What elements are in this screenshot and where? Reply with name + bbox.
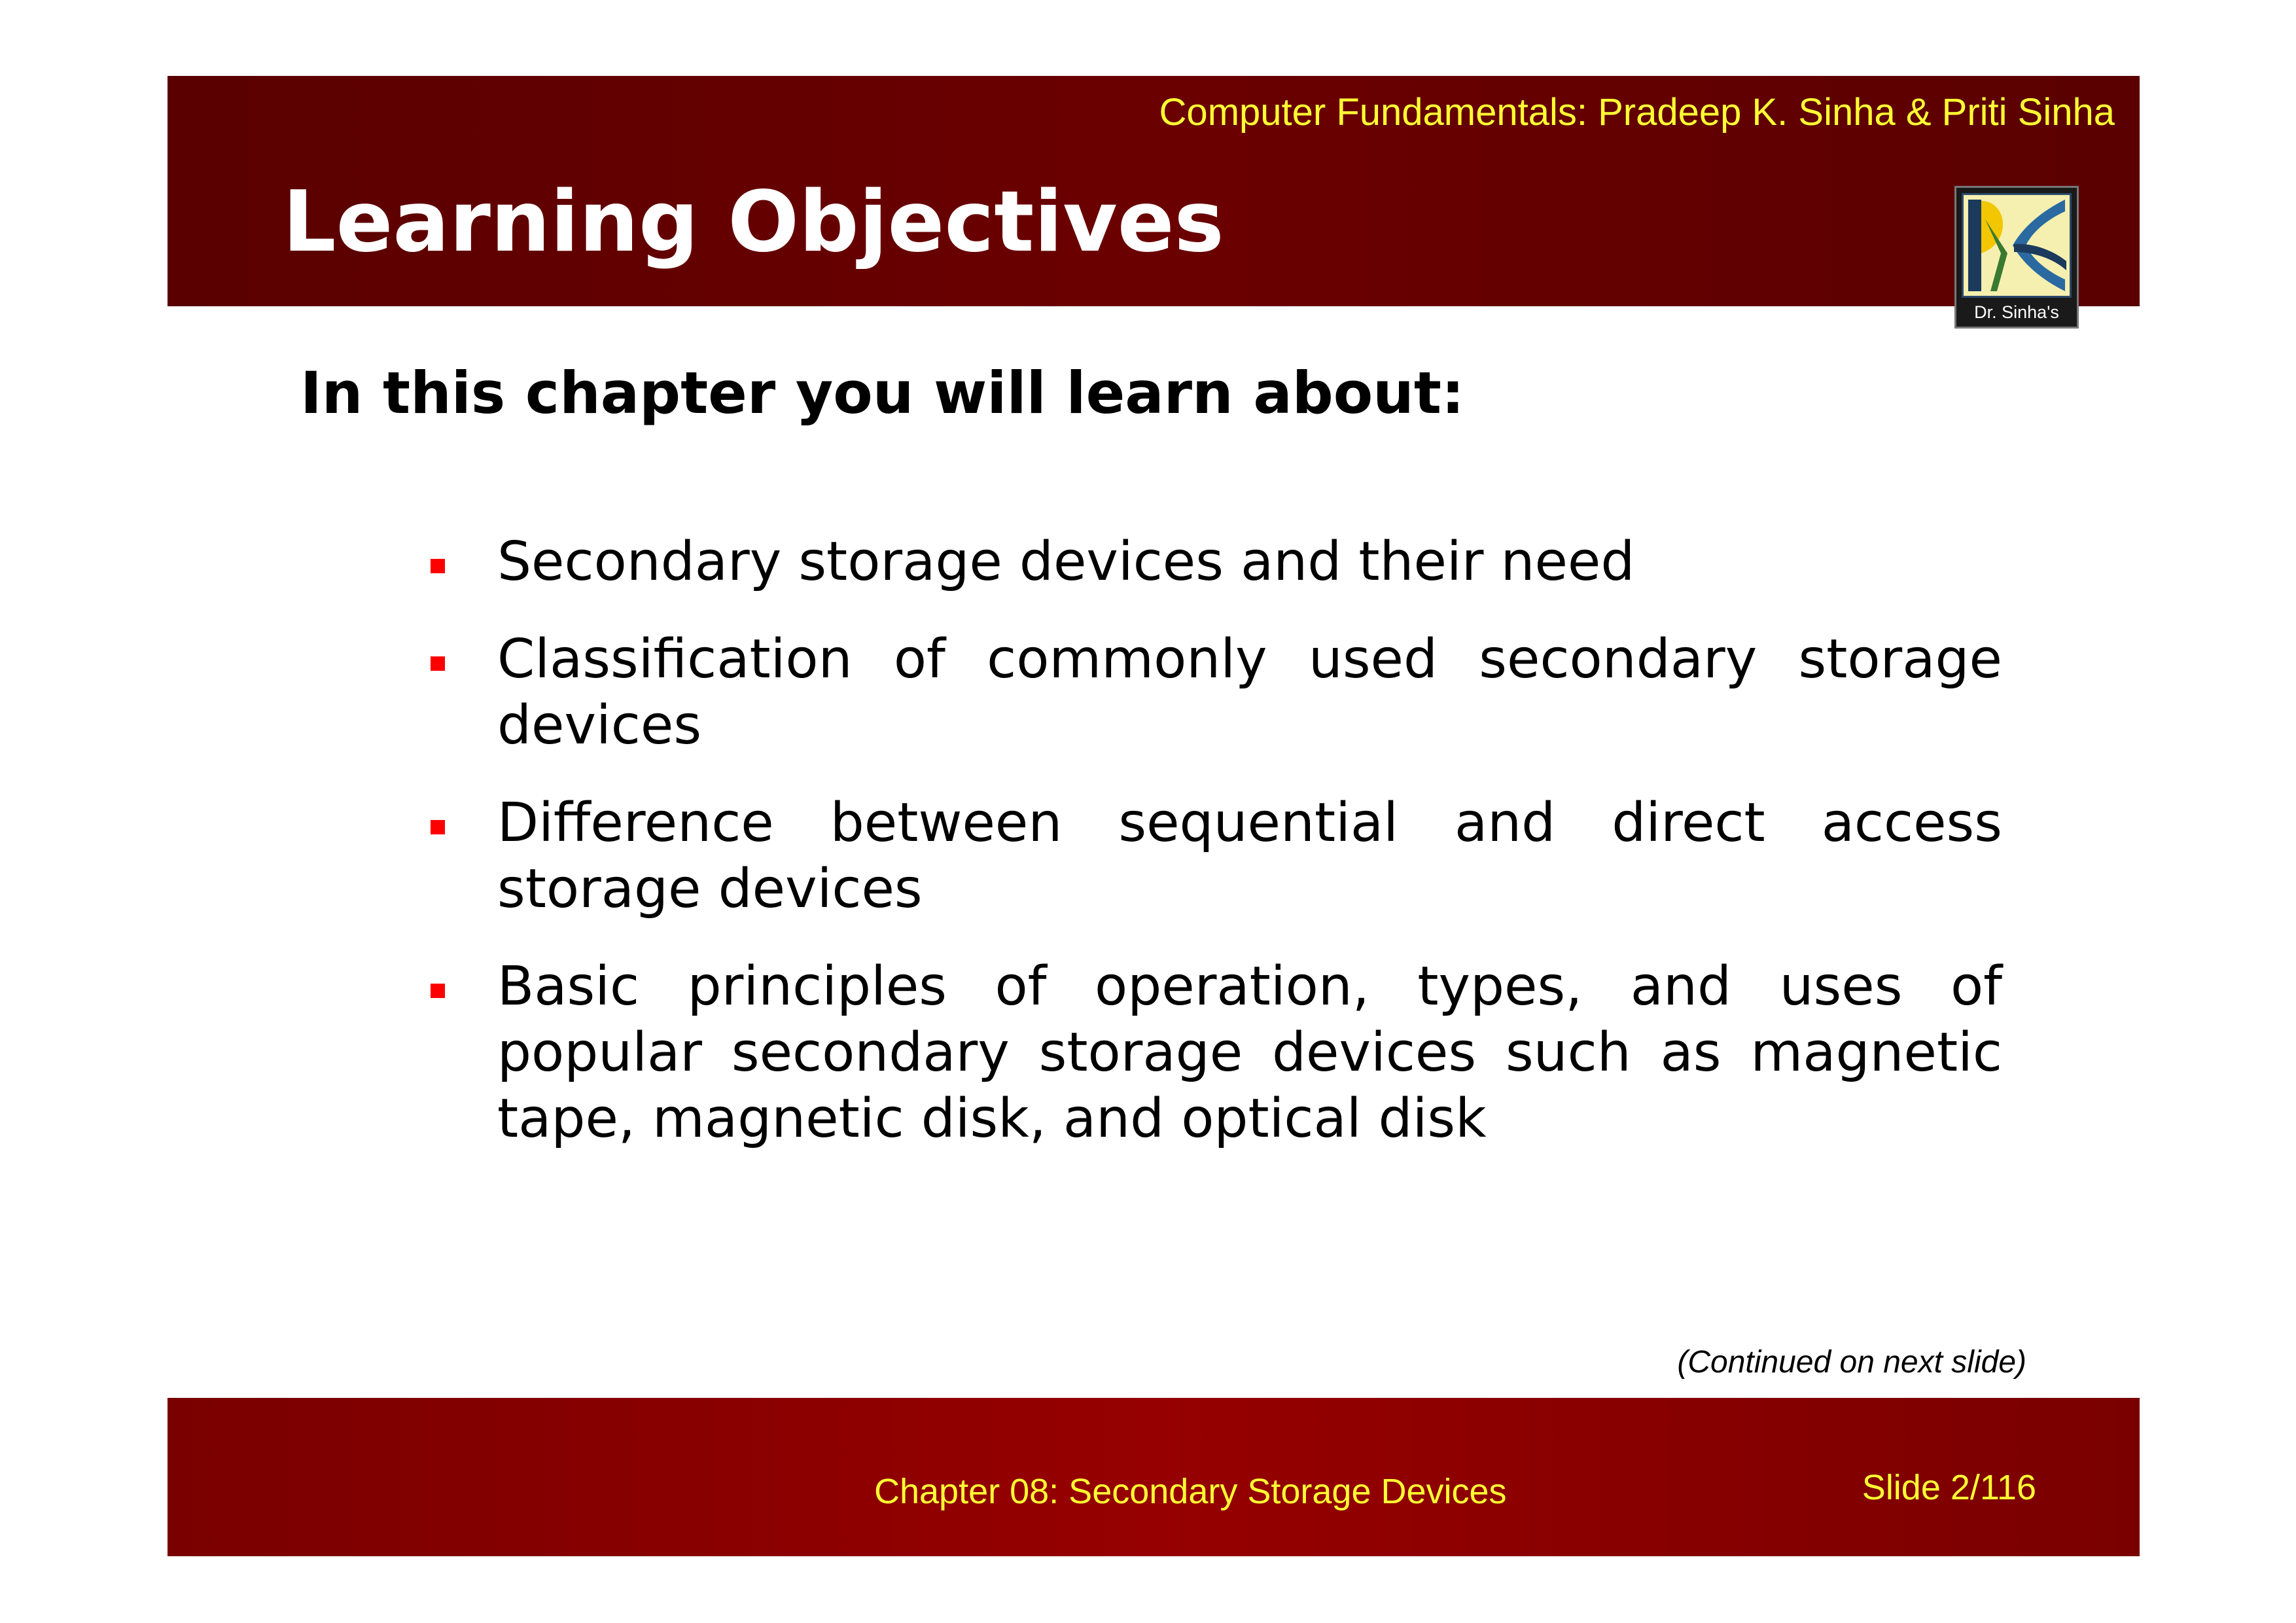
objective-text: Classification of commonly used secondar… <box>497 628 2002 757</box>
objective-text: Basic principles of operation, types, an… <box>497 955 2002 1150</box>
header-band: Computer Fundamentals: Pradeep K. Sinha … <box>168 76 2140 306</box>
objective-text: Difference between sequential and direct… <box>497 792 2002 920</box>
objectives-list: Secondary storage devices and their need… <box>425 529 2002 1183</box>
continued-note: (Continued on next slide) <box>1677 1345 2026 1380</box>
square-bullet-icon <box>431 656 445 671</box>
slide-number: Slide 2/116 <box>1862 1468 2036 1507</box>
objective-text: Secondary storage devices and their need <box>497 531 1635 593</box>
list-item: Classification of commonly used secondar… <box>425 626 2002 758</box>
logo: Dr. Sinha's <box>1954 186 2079 329</box>
footer-band: Chapter 08: Secondary Storage Devices Sl… <box>168 1398 2140 1556</box>
intro-heading: In this chapter you will learn about: <box>300 359 1465 427</box>
square-bullet-icon <box>431 984 445 998</box>
list-item: Difference between sequential and direct… <box>425 790 2002 922</box>
footer-chapter: Chapter 08: Secondary Storage Devices <box>874 1472 1507 1511</box>
header-credit: Computer Fundamentals: Pradeep K. Sinha … <box>1159 91 2115 134</box>
list-item: Basic principles of operation, types, an… <box>425 954 2002 1152</box>
square-bullet-icon <box>431 820 445 834</box>
square-bullet-icon <box>431 559 445 573</box>
list-item: Secondary storage devices and their need <box>425 529 2002 595</box>
dr-sinhas-logo-icon <box>1962 193 2072 298</box>
logo-label: Dr. Sinha's <box>1974 302 2059 322</box>
page-title: Learning Objectives <box>283 173 1224 271</box>
